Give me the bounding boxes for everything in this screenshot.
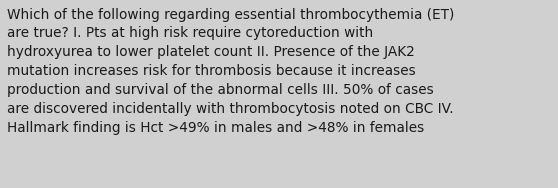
Text: Which of the following regarding essential thrombocythemia (ET)
are true? I. Pts: Which of the following regarding essenti… (7, 8, 454, 135)
